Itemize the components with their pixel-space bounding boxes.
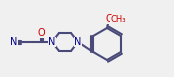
Text: O: O — [105, 14, 113, 24]
Text: O: O — [37, 28, 45, 38]
Text: N: N — [48, 37, 56, 47]
Text: N: N — [10, 37, 18, 47]
Text: N: N — [74, 37, 82, 47]
Text: CH₃: CH₃ — [110, 14, 126, 23]
